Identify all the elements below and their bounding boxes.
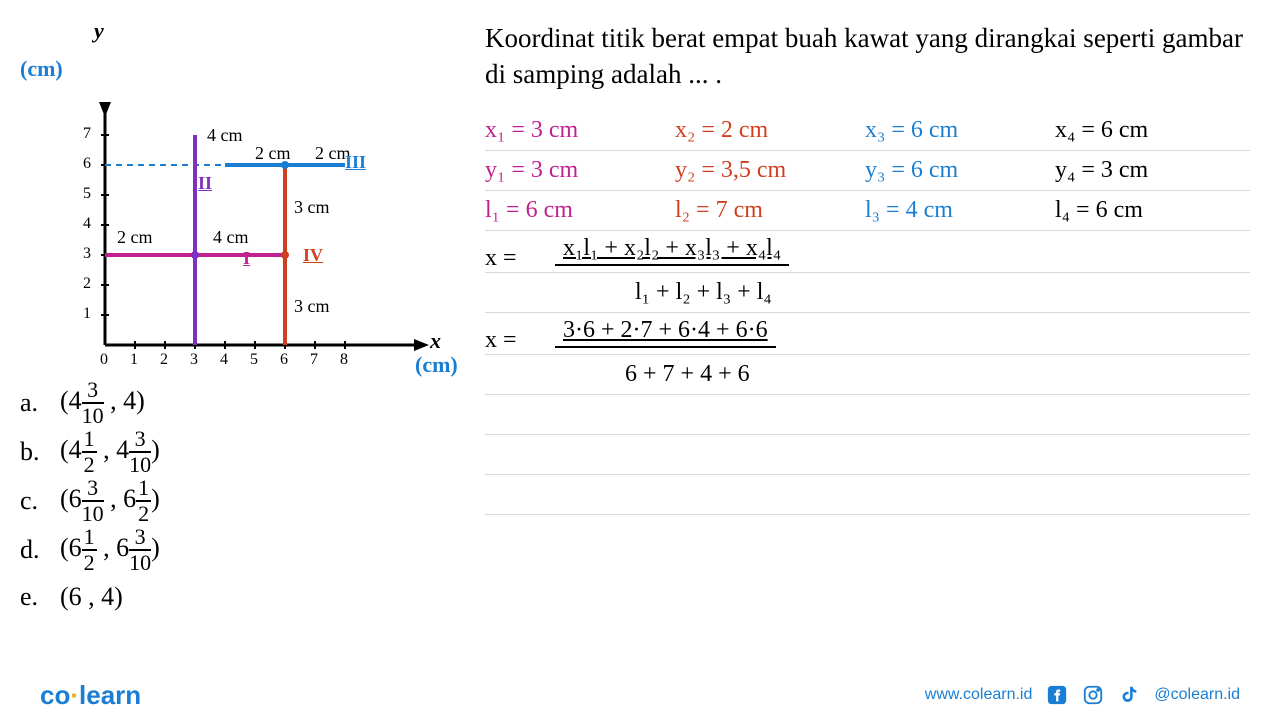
hw-cell-2-2: l₃ = 4 cm	[865, 197, 1055, 224]
dim-label-6: 3 cm	[294, 296, 330, 317]
ytick-4: 4	[83, 215, 91, 233]
option-value: (412 , 4310)	[60, 427, 160, 476]
option-value: (4310 , 4)	[60, 378, 145, 427]
option-letter: d.	[20, 527, 60, 573]
hw-cell-2-3: l₄ = 6 cm	[1055, 197, 1245, 224]
hw-cell-2-1: l₂ = 7 cm	[675, 197, 865, 224]
option-letter: e.	[20, 574, 60, 620]
footer: co·learn www.colearn.id @colearn.id	[0, 670, 1280, 720]
xtick-0: 0	[100, 351, 108, 369]
eq1-denominator: l₁ + l₂ + l₃ + l₄	[635, 279, 772, 306]
dim-label-0: 4 cm	[207, 125, 243, 146]
hw-cell-1-1: y₂ = 3,5 cm	[675, 157, 865, 184]
hw-cell-1-0: y₁ = 3 cm	[485, 157, 675, 184]
question-text: Koordinat titik berat empat buah kawat y…	[485, 20, 1250, 93]
hw-cell-0-1: x₂ = 2 cm	[675, 117, 865, 144]
xtick-7: 7	[310, 351, 318, 369]
dim-label-3: 3 cm	[294, 197, 330, 218]
hw-cell-0-2: x₃ = 6 cm	[865, 117, 1055, 144]
xtick-4: 4	[220, 351, 228, 369]
eq2-lhs: x =	[485, 317, 555, 354]
ytick-3: 3	[83, 245, 91, 263]
tiktok-icon	[1118, 684, 1140, 706]
dim-label-5: 4 cm	[213, 227, 249, 248]
option-letter: b.	[20, 429, 60, 475]
instagram-icon	[1082, 684, 1104, 706]
roman-label-IV: IV	[303, 245, 323, 266]
hw-cell-0-0: x₁ = 3 cm	[485, 117, 675, 144]
roman-label-III: III	[345, 152, 366, 173]
ytick-7: 7	[83, 125, 91, 143]
dim-label-4: 2 cm	[117, 227, 153, 248]
right-panel: Koordinat titik berat empat buah kawat y…	[455, 0, 1280, 660]
footer-url: www.colearn.id	[925, 686, 1033, 704]
xtick-3: 3	[190, 351, 198, 369]
eq2-numerator: 3·6 + 2·7 + 6·4 + 6·6	[555, 317, 776, 348]
hw-cell-0-3: x₄ = 6 cm	[1055, 117, 1245, 144]
option-value: (612 , 6310)	[60, 525, 160, 574]
option-d[interactable]: d.(612 , 6310)	[20, 525, 445, 574]
answer-options: a.(4310 , 4)b.(412 , 4310)c.(6310 , 612)…	[20, 378, 445, 620]
eq2-denominator: 6 + 7 + 4 + 6	[625, 361, 750, 388]
option-b[interactable]: b.(412 , 4310)	[20, 427, 445, 476]
eq1-numerator: x₁l₁ + x₂l₂ + x₃l₃ + x₄l₄	[555, 235, 789, 266]
left-panel: y (cm) x (cm) 01234567812345674 cm2 cm2 …	[0, 0, 455, 660]
footer-handle: @colearn.id	[1154, 686, 1240, 704]
option-value: (6 , 4)	[60, 574, 123, 620]
option-letter: a.	[20, 380, 60, 426]
hw-cell-1-2: y₃ = 6 cm	[865, 157, 1055, 184]
ytick-1: 1	[83, 305, 91, 323]
hw-row-1: y₁ = 3 cmy₂ = 3,5 cmy₃ = 6 cmy₄ = 3 cm	[485, 151, 1250, 191]
option-e[interactable]: e.(6 , 4)	[20, 574, 445, 620]
ytick-5: 5	[83, 185, 91, 203]
option-letter: c.	[20, 478, 60, 524]
hw-cell-1-3: y₄ = 3 cm	[1055, 157, 1245, 184]
option-c[interactable]: c.(6310 , 612)	[20, 476, 445, 525]
xtick-2: 2	[160, 351, 168, 369]
graph: y (cm) x (cm) 01234567812345674 cm2 cm2 …	[20, 10, 440, 360]
hw-row-0: x₁ = 3 cmx₂ = 2 cmx₃ = 6 cmx₄ = 6 cm	[485, 111, 1250, 151]
xtick-6: 6	[280, 351, 288, 369]
xtick-8: 8	[340, 351, 348, 369]
roman-label-II: II	[198, 173, 212, 194]
ytick-2: 2	[83, 275, 91, 293]
option-value: (6310 , 612)	[60, 476, 160, 525]
dim-label-1: 2 cm	[255, 143, 291, 164]
eq1-lhs: x =	[485, 235, 555, 272]
roman-label-I: I	[243, 248, 250, 269]
xtick-1: 1	[130, 351, 138, 369]
facebook-icon	[1046, 684, 1068, 706]
hw-row-2: l₁ = 6 cml₂ = 7 cml₃ = 4 cml₄ = 6 cm	[485, 191, 1250, 231]
xtick-5: 5	[250, 351, 258, 369]
option-a[interactable]: a.(4310 , 4)	[20, 378, 445, 427]
hw-cell-2-0: l₁ = 6 cm	[485, 197, 675, 224]
logo: co·learn	[40, 680, 141, 711]
ytick-6: 6	[83, 155, 91, 173]
